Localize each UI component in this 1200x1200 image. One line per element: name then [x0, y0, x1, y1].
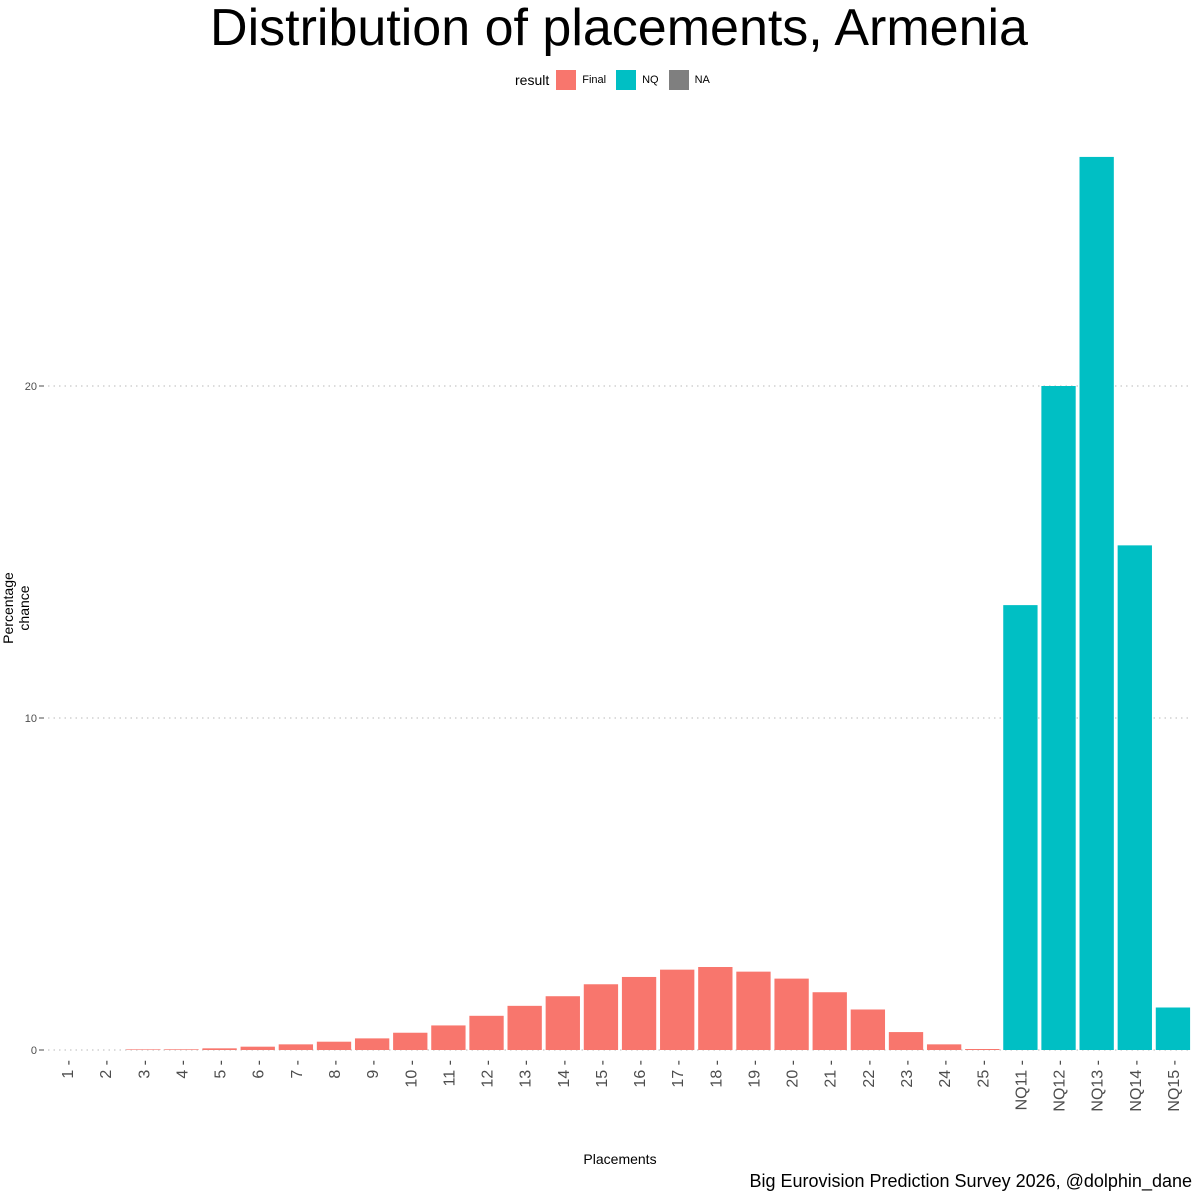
bar-NQ14 [1117, 545, 1152, 1050]
legend-item-nq: NQ [616, 70, 659, 90]
x-tick-label-4: 4 - [174, 1060, 191, 1079]
x-tick-label-NQ11: NQ11 - [1013, 1060, 1030, 1110]
bar-13 [507, 1005, 542, 1050]
x-tick-label-NQ13: NQ13 - [1090, 1060, 1107, 1112]
x-tick-label-9: 9 - [365, 1060, 382, 1079]
x-tick-label-7: 7 - [289, 1060, 306, 1079]
bar-21 [812, 992, 847, 1050]
x-tick-label-NQ15: NQ15 - [1166, 1060, 1183, 1112]
x-tick-label-25: 25 - [975, 1060, 992, 1088]
x-tick-label-11: 11 - [441, 1060, 458, 1086]
legend-swatch-nq [616, 70, 637, 90]
legend-item-final: Final [556, 70, 606, 90]
y-tick-label-20: 20 [25, 381, 37, 393]
bar-17 [660, 969, 695, 1050]
bar-3 [126, 1049, 161, 1050]
legend-title: result [515, 72, 550, 88]
x-tick-label-NQ12: NQ12 - [1052, 1060, 1069, 1112]
x-tick-label-1: 1 - [60, 1060, 77, 1079]
x-tick-label-20: 20 - [785, 1060, 802, 1088]
x-tick-label-5: 5 - [213, 1060, 230, 1079]
caption: Big Eurovision Prediction Survey 2026, @… [749, 1171, 1192, 1191]
x-tick-label-14: 14 - [556, 1060, 573, 1088]
x-tick-label-17: 17 - [670, 1060, 687, 1088]
x-tick-label-8: 8 - [327, 1060, 344, 1079]
bar-23 [888, 1032, 924, 1050]
x-tick-label-16: 16 - [632, 1060, 649, 1088]
bar-NQ11 [1003, 605, 1038, 1050]
bar-9 [354, 1038, 390, 1050]
bar-10 [393, 1032, 428, 1050]
bar-25 [965, 1049, 1000, 1050]
x-tick-label-23: 23 - [899, 1060, 916, 1088]
legend-item-na: NA [668, 70, 710, 90]
bar-22 [850, 1009, 886, 1050]
y-tick-label-0: 0 [31, 1045, 37, 1057]
x-tick-label-19: 19 - [746, 1060, 763, 1088]
x-tick-label-18: 18 - [708, 1060, 725, 1088]
bar-24 [926, 1044, 962, 1050]
bar-NQ12 [1041, 386, 1076, 1050]
bar-15 [583, 984, 619, 1050]
x-tick-label-24: 24 - [937, 1060, 954, 1088]
bar-16 [621, 976, 657, 1050]
x-tick-label-10: 10 - [403, 1060, 420, 1088]
x-tick-label-21: 21 - [823, 1060, 840, 1088]
x-tick-label-NQ14: NQ14 - [1128, 1060, 1145, 1112]
legend-label-nq: NQ [642, 74, 659, 86]
bar-14 [545, 996, 580, 1050]
legend-swatch-na [668, 70, 689, 90]
bar-6 [240, 1046, 275, 1050]
x-tick-label-12: 12 - [480, 1060, 497, 1088]
bar-20 [774, 978, 809, 1050]
legend-label-final: Final [582, 74, 607, 86]
y-axis-label: Percentage chance [0, 572, 32, 644]
legend-swatch-final [556, 70, 577, 90]
x-tick-label-3: 3 - [136, 1060, 153, 1079]
legend-label-na: NA [694, 74, 710, 86]
y-tick-label-10: 10 [25, 713, 37, 725]
bar-19 [736, 971, 771, 1050]
x-tick-label-15: 15 - [594, 1060, 611, 1088]
bar-7 [278, 1044, 314, 1050]
bar-NQ15 [1155, 1007, 1191, 1050]
legend: result Final NQ NA [515, 69, 720, 91]
x-axis-label: Placements [583, 1151, 657, 1167]
bar-18 [698, 967, 733, 1050]
bar-NQ13 [1079, 156, 1114, 1051]
bar-11 [431, 1025, 466, 1050]
x-tick-label-6: 6 - [251, 1060, 268, 1079]
x-tick-label-22: 22 - [861, 1060, 878, 1088]
bar-5 [202, 1048, 237, 1050]
bar-12 [469, 1015, 504, 1050]
x-tick-label-13: 13 - [518, 1060, 535, 1088]
chart-title: Distribution of placements, Armenia [210, 0, 1028, 57]
x-tick-label-2: 2 - [98, 1060, 115, 1079]
bar-4 [164, 1049, 199, 1050]
bar-8 [316, 1041, 352, 1050]
